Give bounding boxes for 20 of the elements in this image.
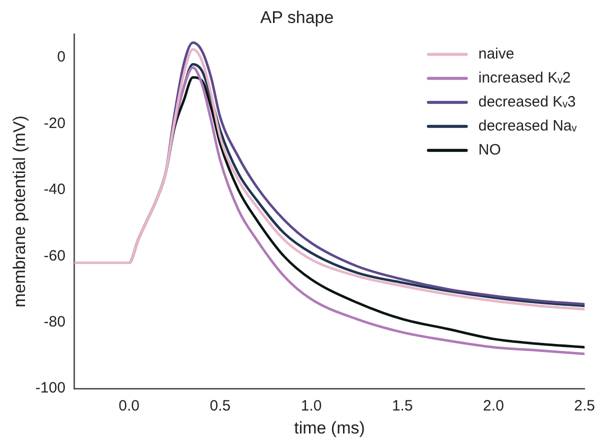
x-tick-label: 2.5 xyxy=(574,398,596,415)
y-tick-label: -40 xyxy=(44,181,66,198)
y-tick-label: -20 xyxy=(44,114,66,132)
chart-title: AP shape xyxy=(260,8,334,27)
y-tick-label: -80 xyxy=(44,314,66,331)
legend-label: NO xyxy=(478,142,501,159)
legend-label: decreased Kᵥ3 xyxy=(478,94,576,111)
y-tick-label: 0 xyxy=(57,48,66,66)
x-tick-label: 0.5 xyxy=(210,398,231,415)
y-tick-label: -100 xyxy=(35,380,66,397)
y-tick-label: -60 xyxy=(44,247,66,264)
x-tick-label: 0.0 xyxy=(118,398,140,415)
x-tick-label: 1.0 xyxy=(300,398,322,415)
x-axis-title: time (ms) xyxy=(294,418,365,438)
x-tick-label: 2.0 xyxy=(483,398,504,415)
y-axis-title: membrane potential (mV) xyxy=(10,116,29,308)
x-tick-label: 1.5 xyxy=(392,398,413,415)
legend-label: increased Kᵥ2 xyxy=(478,70,571,87)
legend-label: naive xyxy=(478,46,514,63)
legend-label: decreased Naᵥ xyxy=(478,118,577,135)
